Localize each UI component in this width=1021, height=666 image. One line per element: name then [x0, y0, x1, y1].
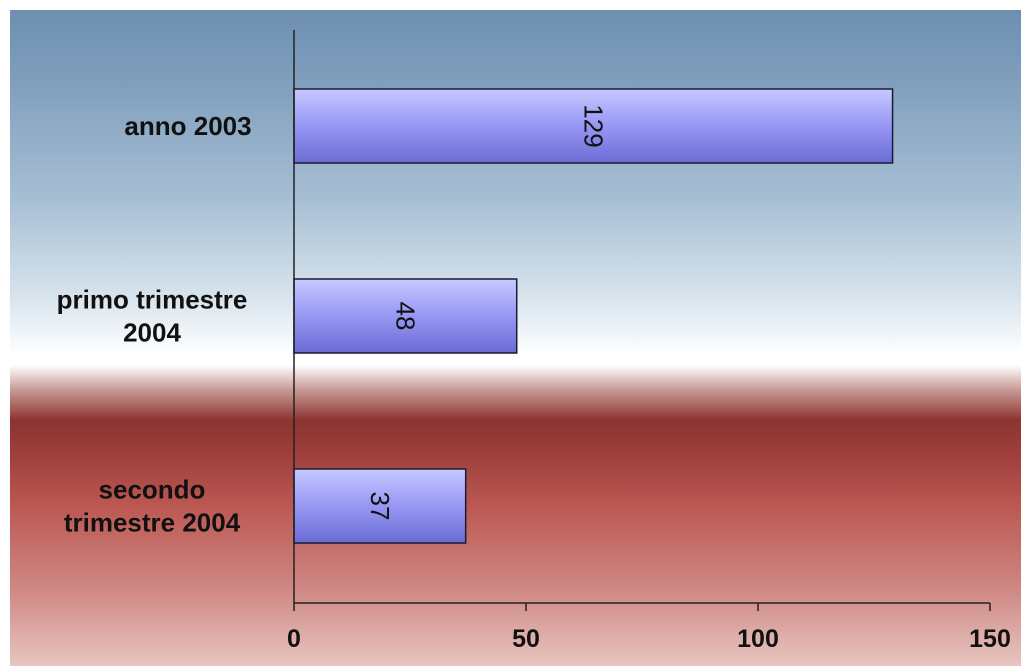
bar-1 [293, 88, 894, 164]
x-tick-label-150: 150 [969, 625, 1011, 653]
x-tick-label-100: 100 [737, 625, 779, 653]
category-label-2: primo trimestre 2004 [57, 285, 248, 348]
x-tick-label-0: 0 [287, 625, 301, 653]
bar-series [293, 88, 894, 544]
category-label-1: anno 2003 [124, 111, 251, 141]
axes [293, 30, 991, 611]
data-label-3: 37 [365, 492, 395, 521]
labels: 129 48 37 0 50 100 150 anno 2003 primo trimestre… [57, 104, 1011, 653]
x-tick-label-50: 50 [512, 625, 540, 653]
data-label-2: 48 [390, 302, 420, 331]
bar-3 [293, 468, 467, 544]
bar-2 [293, 278, 518, 354]
category-label-3: secondo trimestre 2004 [64, 475, 241, 538]
data-label-1: 129 [578, 104, 608, 147]
